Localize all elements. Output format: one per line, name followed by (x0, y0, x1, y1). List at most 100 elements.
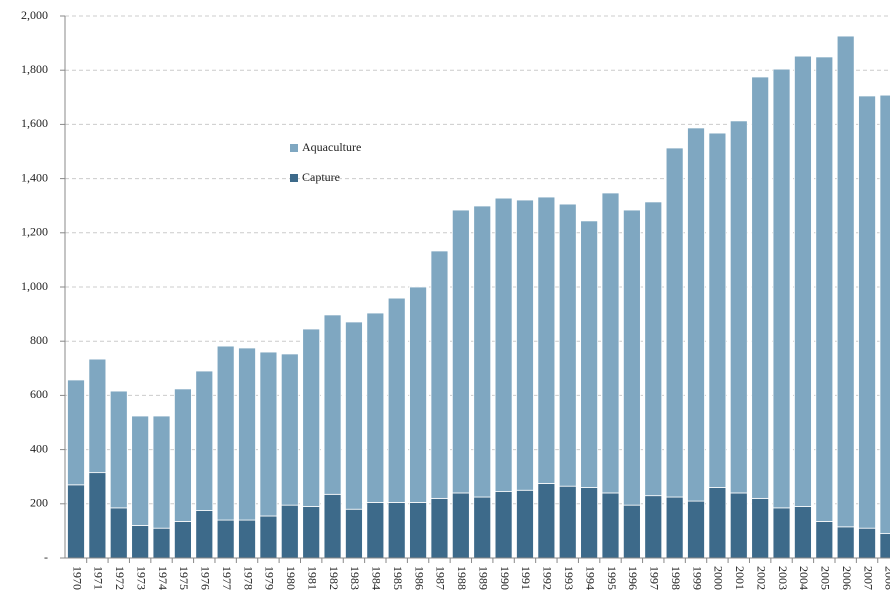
bar-segment (494, 491, 513, 559)
bar-segment (708, 132, 727, 488)
bar-segment (537, 483, 556, 559)
x-tick-label: 2000 (712, 566, 726, 590)
bar-segment (772, 68, 791, 509)
x-tick-label: 1988 (455, 566, 469, 590)
x-tick-label: 1986 (412, 566, 426, 590)
bar-segment (494, 197, 513, 493)
bar-segment (216, 345, 235, 521)
bar-segment (173, 388, 192, 522)
bar-segment (259, 515, 278, 559)
bar-segment (195, 510, 214, 559)
x-tick-label: 1994 (583, 566, 597, 590)
y-tick-label: 800 (30, 333, 48, 347)
y-tick-label: 1,400 (21, 170, 48, 184)
x-tick-label: 1980 (284, 566, 298, 590)
bar-segment (858, 95, 876, 529)
bar-segment (622, 504, 641, 559)
x-tick-label: 1970 (70, 566, 84, 590)
x-tick-label: 1997 (648, 566, 662, 590)
bar-segment (729, 120, 748, 494)
legend-swatch (290, 144, 298, 152)
x-tick-label: 2001 (733, 566, 747, 590)
x-tick-label: 1981 (305, 566, 319, 590)
bar-segment (387, 297, 406, 503)
x-tick-label: 1991 (519, 566, 533, 590)
y-tick-label: 1,600 (21, 116, 48, 130)
bar-segment (302, 328, 321, 507)
y-tick-label: - (44, 550, 48, 564)
bar-segment (879, 94, 890, 535)
bar-segment (345, 508, 363, 559)
x-tick-label: 1985 (391, 566, 405, 590)
bar-segment (409, 286, 427, 503)
bar-segment (879, 533, 890, 559)
bar-segment (815, 521, 834, 559)
bar-segment (558, 485, 577, 559)
bar-segment (644, 495, 663, 559)
bar-segment (751, 497, 770, 559)
bar-segment (580, 220, 599, 488)
y-tick-label: 600 (30, 387, 48, 401)
x-tick-label: 1979 (263, 566, 277, 590)
x-tick-label: 1974 (156, 566, 170, 590)
y-tick-label: 1,000 (21, 279, 48, 293)
bar-segment (409, 502, 427, 559)
bar-segment (67, 379, 85, 486)
x-tick-label: 2007 (861, 566, 875, 590)
bar-segment (195, 370, 214, 511)
x-tick-label: 1990 (498, 566, 512, 590)
x-tick-label: 1973 (134, 566, 148, 590)
x-tick-label: 1993 (562, 566, 576, 590)
bar-segment (280, 353, 299, 506)
bar-segment (622, 209, 641, 506)
x-tick-label: 1975 (177, 566, 191, 590)
bar-segment (451, 209, 470, 494)
bar-segment (131, 415, 150, 526)
bar-segment (858, 527, 876, 559)
bar-segment (473, 496, 492, 559)
bar-segment (601, 192, 620, 494)
x-tick-label: 1987 (434, 566, 448, 590)
bar-segment (173, 521, 192, 559)
x-tick-label: 1984 (370, 566, 384, 590)
bar-segment (665, 147, 684, 498)
x-tick-label: 1992 (541, 566, 555, 590)
bar-segment (537, 196, 556, 484)
bar-segment (280, 504, 299, 559)
bar-segment (644, 201, 663, 497)
legend-swatch (290, 174, 298, 182)
bar-segment (109, 507, 128, 559)
x-tick-label: 1978 (241, 566, 255, 590)
bar-segment (152, 415, 171, 529)
bar-segment (516, 199, 534, 491)
bar-segment (259, 351, 278, 517)
bar-segment (836, 526, 855, 559)
bar-segment (794, 55, 812, 507)
bar-segment (366, 502, 385, 559)
bar-segment (430, 250, 449, 499)
y-tick-label: 400 (30, 441, 48, 455)
bar-segment (815, 56, 834, 522)
x-tick-label: 2008 (883, 566, 890, 590)
bar-segment (238, 347, 256, 521)
x-tick-label: 1976 (199, 566, 213, 590)
bar-segment (131, 525, 150, 559)
bar-segment (109, 390, 128, 509)
x-tick-label: 2006 (840, 566, 854, 590)
bar-segment (88, 472, 107, 559)
bar-segment (238, 519, 256, 559)
bar-segment (302, 506, 321, 559)
x-tick-label: 1977 (220, 566, 234, 590)
x-tick-label: 1995 (605, 566, 619, 590)
bar-segment (67, 484, 85, 559)
bar-segment (323, 493, 342, 559)
bar-segment (665, 496, 684, 559)
x-tick-label: 2005 (819, 566, 833, 590)
x-tick-label: 2004 (797, 566, 811, 590)
bar-segment (152, 527, 171, 559)
bar-segment (794, 506, 812, 559)
x-tick-label: 1983 (348, 566, 362, 590)
bar-segment (430, 497, 449, 559)
x-tick-label: 1999 (690, 566, 704, 590)
